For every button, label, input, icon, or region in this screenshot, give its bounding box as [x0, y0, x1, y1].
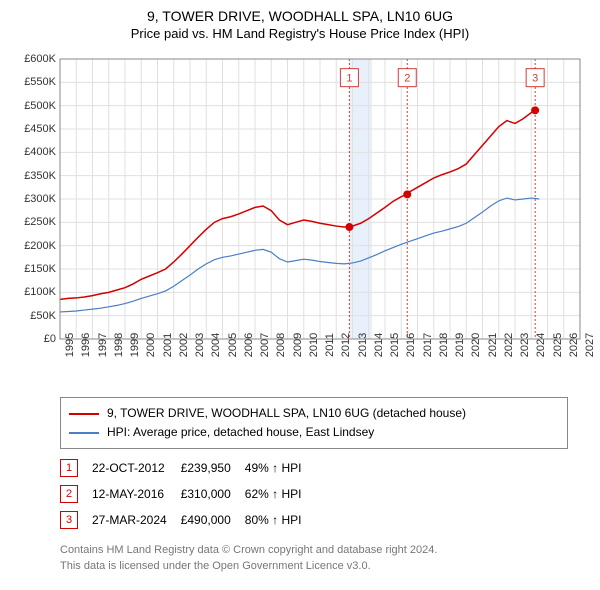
y-axis-tick: £400K — [24, 146, 56, 158]
series-line-0 — [60, 110, 535, 299]
x-axis-tick: 1996 — [80, 333, 92, 357]
sale-row: 3 27-MAR-2024 £490,000 80% ↑ HPI — [60, 507, 315, 533]
y-axis-tick: £500K — [24, 100, 56, 112]
legend-item: 9, TOWER DRIVE, WOODHALL SPA, LN10 6UG (… — [69, 404, 559, 423]
y-axis-tick: £350K — [24, 170, 56, 182]
footer-attribution: Contains HM Land Registry data © Crown c… — [60, 543, 590, 574]
x-axis-tick: 2002 — [178, 333, 190, 357]
sale-marker: 3 — [60, 511, 78, 529]
x-axis-tick: 2001 — [162, 333, 174, 357]
x-axis-tick: 1995 — [64, 333, 76, 357]
x-axis-tick: 2014 — [373, 333, 385, 357]
y-axis-tick: £450K — [24, 123, 56, 135]
legend-label: 9, TOWER DRIVE, WOODHALL SPA, LN10 6UG (… — [107, 404, 466, 423]
x-axis-tick: 2023 — [519, 333, 531, 357]
sale-pct: 80% ↑ HPI — [245, 507, 316, 533]
y-axis-tick: £150K — [24, 263, 56, 275]
sale-marker: 1 — [60, 459, 78, 477]
x-axis-tick: 1998 — [113, 333, 125, 357]
footer-line-2: This data is licensed under the Open Gov… — [60, 559, 590, 574]
sale-marker: 2 — [60, 485, 78, 503]
marker-label: 2 — [404, 73, 410, 85]
x-axis-tick: 2008 — [275, 333, 287, 357]
sale-date: 22-OCT-2012 — [92, 455, 181, 481]
marker-label: 1 — [346, 73, 352, 85]
sale-point — [531, 106, 539, 114]
y-axis-tick: £250K — [24, 216, 56, 228]
x-axis-tick: 2015 — [389, 333, 401, 357]
x-axis-tick: 2013 — [357, 333, 369, 357]
chart-area: 1 2 3 £0 £50K £100K £150K £200K £250K £300K £350K… — [10, 49, 590, 389]
x-axis-tick: 2022 — [503, 333, 515, 357]
legend: 9, TOWER DRIVE, WOODHALL SPA, LN10 6UG (… — [60, 397, 568, 449]
sale-pct: 49% ↑ HPI — [245, 455, 316, 481]
chart-title: 9, TOWER DRIVE, WOODHALL SPA, LN10 6UG — [10, 8, 590, 24]
series-line-1 — [60, 198, 539, 312]
x-axis-tick: 2027 — [584, 333, 596, 357]
y-axis-tick: £100K — [24, 286, 56, 298]
sale-row: 1 22-OCT-2012 £239,950 49% ↑ HPI — [60, 455, 315, 481]
y-axis-tick: £600K — [24, 53, 56, 65]
y-axis-tick: £0 — [44, 333, 56, 345]
x-axis-tick: 2018 — [438, 333, 450, 357]
sale-date: 12-MAY-2016 — [92, 481, 181, 507]
x-axis-tick: 2009 — [292, 333, 304, 357]
sale-price: £310,000 — [181, 481, 245, 507]
y-axis-tick: £300K — [24, 193, 56, 205]
x-axis-tick: 2012 — [340, 333, 352, 357]
legend-item: HPI: Average price, detached house, East… — [69, 423, 559, 442]
x-axis-tick: 2025 — [552, 333, 564, 357]
sale-price: £239,950 — [181, 455, 245, 481]
x-axis-tick: 2000 — [145, 333, 157, 357]
x-axis-tick: 2026 — [568, 333, 580, 357]
footer-line-1: Contains HM Land Registry data © Crown c… — [60, 543, 590, 558]
x-axis-tick: 2004 — [210, 333, 222, 357]
chart-subtitle: Price paid vs. HM Land Registry's House … — [10, 26, 590, 41]
sale-pct: 62% ↑ HPI — [245, 481, 316, 507]
x-axis-tick: 2024 — [535, 333, 547, 357]
x-axis-tick: 2016 — [405, 333, 417, 357]
legend-label: HPI: Average price, detached house, East… — [107, 423, 374, 442]
x-axis-tick: 1999 — [129, 333, 141, 357]
sale-row: 2 12-MAY-2016 £310,000 62% ↑ HPI — [60, 481, 315, 507]
sale-point — [403, 190, 411, 198]
legend-swatch — [69, 413, 99, 415]
x-axis-tick: 2010 — [308, 333, 320, 357]
x-axis-tick: 2006 — [243, 333, 255, 357]
sale-price: £490,000 — [181, 507, 245, 533]
sale-point — [345, 223, 353, 231]
y-axis-tick: £200K — [24, 240, 56, 252]
x-axis-tick: 2007 — [259, 333, 271, 357]
y-axis-tick: £550K — [24, 76, 56, 88]
x-axis-tick: 2011 — [324, 333, 336, 357]
x-axis-tick: 2021 — [487, 333, 499, 357]
x-axis-tick: 2019 — [454, 333, 466, 357]
x-axis-tick: 2005 — [227, 333, 239, 357]
y-axis-tick: £50K — [30, 310, 56, 322]
x-axis-tick: 2003 — [194, 333, 206, 357]
marker-label: 3 — [532, 73, 538, 85]
sales-table: 1 22-OCT-2012 £239,950 49% ↑ HPI 2 12-MA… — [60, 455, 315, 533]
sale-date: 27-MAR-2024 — [92, 507, 181, 533]
x-axis-tick: 2020 — [470, 333, 482, 357]
legend-swatch — [69, 432, 99, 434]
x-axis-tick: 2017 — [422, 333, 434, 357]
x-axis-tick: 1997 — [97, 333, 109, 357]
chart-container: 9, TOWER DRIVE, WOODHALL SPA, LN10 6UG P… — [0, 0, 600, 582]
